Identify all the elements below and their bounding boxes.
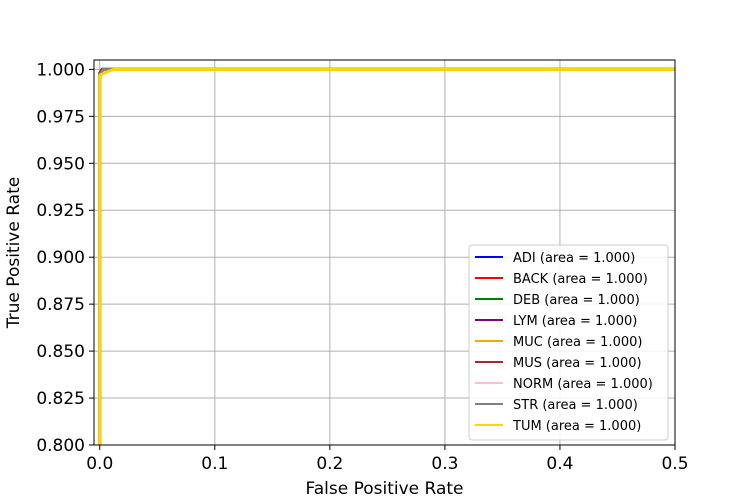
x-tick-label: 0.3 (431, 454, 458, 474)
plot-area (98, 67, 675, 445)
legend-label: ADI (area = 1.000) (513, 251, 635, 266)
roc-series-line (98, 67, 675, 445)
y-tick-label: 0.900 (36, 248, 85, 268)
y-axis-label: True Positive Rate (4, 177, 24, 329)
legend: ADI (area = 1.000) BACK (area = 1.000) DEB… (468, 244, 669, 441)
x-tick-label: 0.4 (546, 454, 573, 474)
y-tick-label: 0.950 (36, 154, 85, 174)
x-axis: 0.0 0.1 0.2 0.3 0.4 0.5 (86, 445, 689, 474)
plot-frame (93, 59, 676, 446)
legend-label: DEB (area = 1.000) (513, 293, 640, 308)
x-tick-label: 0.5 (661, 454, 688, 474)
y-tick-label: 0.800 (36, 436, 85, 456)
y-axis: 0.800 0.825 0.850 0.875 0.900 0.925 0.950 0.975… (36, 60, 94, 456)
x-tick-label: 0.0 (86, 454, 113, 474)
legend-label: STR (area = 1.000) (513, 398, 638, 413)
y-tick-label: 0.850 (36, 342, 85, 362)
y-tick-label: 0.975 (36, 107, 85, 127)
legend-label: MUC (area = 1.000) (513, 335, 642, 350)
x-axis-label: False Positive Rate (306, 479, 464, 499)
legend-label: TUM (area = 1.000) (512, 419, 641, 434)
legend-label: MUS (area = 1.000) (513, 356, 642, 371)
y-tick-label: 0.825 (36, 389, 85, 409)
legend-label: LYM (area = 1.000) (513, 314, 637, 329)
y-tick-label: 0.925 (36, 201, 85, 221)
legend-label: NORM (area = 1.000) (513, 377, 653, 392)
legend-label: BACK (area = 1.000) (513, 272, 648, 287)
x-tick-label: 0.2 (316, 454, 343, 474)
y-tick-label: 1.000 (36, 60, 85, 80)
y-tick-label: 0.875 (36, 295, 85, 315)
x-tick-label: 0.1 (201, 454, 228, 474)
legend-box (468, 244, 669, 441)
